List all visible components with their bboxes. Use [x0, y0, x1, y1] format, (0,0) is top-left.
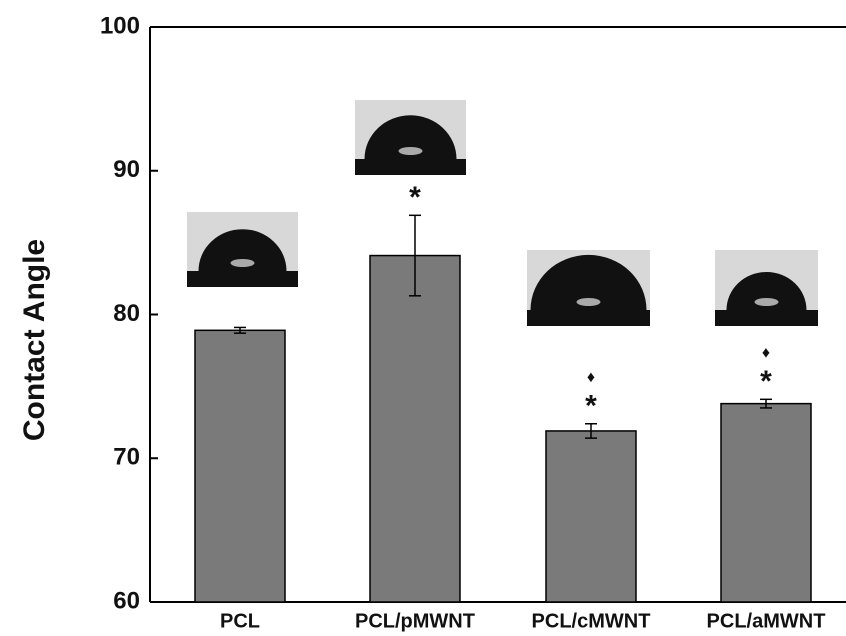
- droplet-highlight: [399, 147, 423, 155]
- bar: [546, 431, 636, 602]
- significance-mark: ♦: [587, 369, 595, 386]
- substrate: [187, 271, 298, 287]
- y-tick-label: 70: [113, 444, 140, 471]
- x-tick-label: PCL/aMWNT: [707, 610, 826, 632]
- significance-mark: *: [585, 390, 597, 423]
- droplet-image: [715, 250, 818, 326]
- y-tick-label: 60: [113, 587, 140, 614]
- bar: [370, 256, 460, 602]
- droplet-highlight: [755, 298, 779, 306]
- x-tick-label: PCL/cMWNT: [532, 610, 651, 632]
- x-tick-label: PCL: [220, 610, 260, 632]
- y-axis-label: Contact Angle: [18, 239, 51, 441]
- x-tick-label: PCL/pMWNT: [355, 610, 475, 632]
- chart: Contact Angle 60 70 80 90 100 PCL PCL/pMWNT * PC…: [0, 0, 846, 636]
- substrate: [355, 159, 466, 175]
- significance-mark: *: [760, 365, 772, 398]
- bar: [195, 330, 285, 602]
- droplet-highlight: [577, 298, 601, 306]
- substrate: [715, 310, 818, 326]
- y-tick-label: 90: [113, 156, 140, 183]
- y-tick-label: 100: [100, 12, 140, 39]
- y-tick-label: 80: [113, 300, 140, 327]
- substrate: [527, 310, 650, 326]
- bar: [721, 404, 811, 602]
- droplet-image: [527, 250, 650, 326]
- significance-mark: *: [409, 181, 421, 214]
- droplet-image: [187, 212, 298, 287]
- significance-mark: ♦: [762, 345, 770, 362]
- droplet-image: [355, 100, 466, 175]
- droplet-highlight: [231, 259, 255, 267]
